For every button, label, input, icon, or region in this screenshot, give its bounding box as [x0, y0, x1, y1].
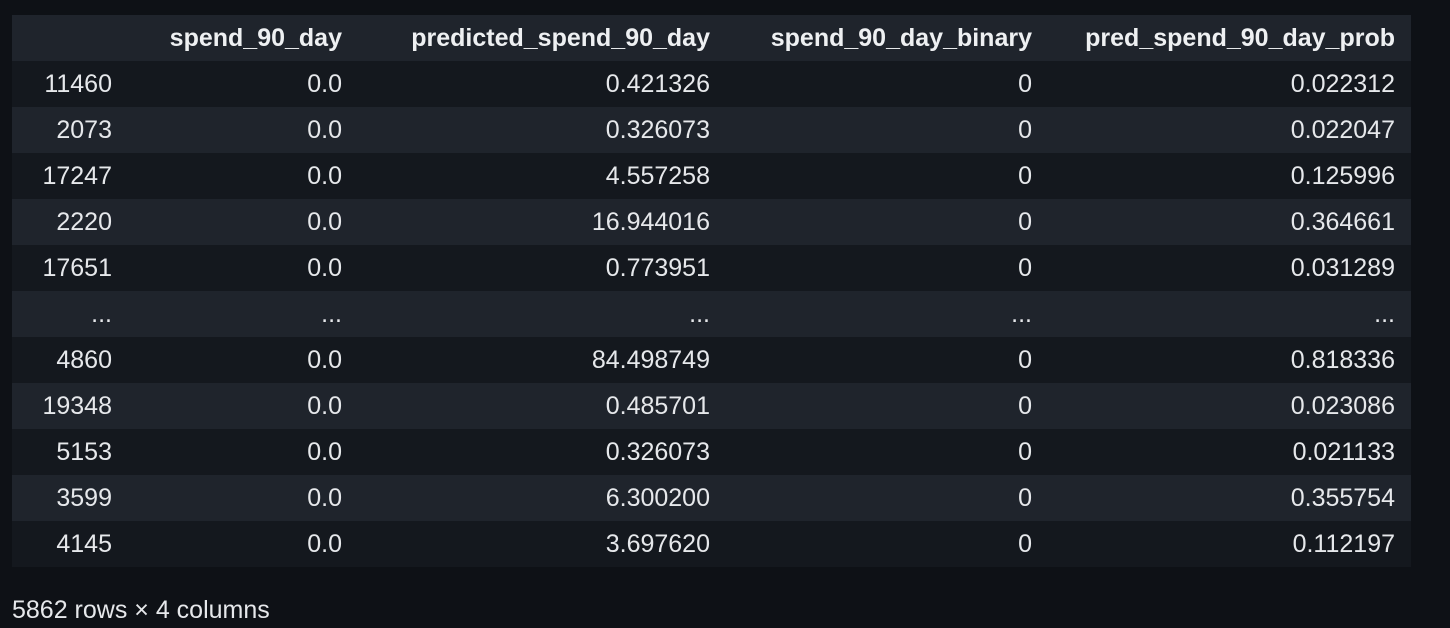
table-cell: ... — [726, 291, 1048, 337]
table-row: 4145 0.0 3.697620 0 0.112197 — [12, 521, 1411, 567]
table-cell: 0 — [726, 521, 1048, 567]
table-cell: 0 — [726, 245, 1048, 291]
table-cell: 0.326073 — [358, 429, 726, 475]
row-index: 5153 — [12, 429, 134, 475]
column-header: pred_spend_90_day_prob — [1048, 15, 1411, 61]
table-cell: 0.0 — [134, 383, 358, 429]
row-index: 2220 — [12, 199, 134, 245]
row-index: 17247 — [12, 153, 134, 199]
table-cell: 0.773951 — [358, 245, 726, 291]
table-cell: 0 — [726, 383, 1048, 429]
row-index: 19348 — [12, 383, 134, 429]
table-cell: 0.0 — [134, 521, 358, 567]
table-header-row: spend_90_day predicted_spend_90_day spen… — [12, 15, 1411, 61]
table-cell: 0.818336 — [1048, 337, 1411, 383]
row-index: ... — [12, 291, 134, 337]
table-cell: 0.326073 — [358, 107, 726, 153]
dataframe-shape-summary: 5862 rows × 4 columns — [12, 596, 270, 624]
table-cell: 0 — [726, 61, 1048, 107]
table-row: 3599 0.0 6.300200 0 0.355754 — [12, 475, 1411, 521]
table-cell: 0.421326 — [358, 61, 726, 107]
table-cell: 0.355754 — [1048, 475, 1411, 521]
table-row: 4860 0.0 84.498749 0 0.818336 — [12, 337, 1411, 383]
table-cell: 0.0 — [134, 107, 358, 153]
table-cell: 0 — [726, 429, 1048, 475]
table-cell: 0.0 — [134, 245, 358, 291]
column-header: predicted_spend_90_day — [358, 15, 726, 61]
dataframe-table: spend_90_day predicted_spend_90_day spen… — [12, 15, 1411, 567]
table-row: 2220 0.0 16.944016 0 0.364661 — [12, 199, 1411, 245]
row-index: 4860 — [12, 337, 134, 383]
table-cell: ... — [134, 291, 358, 337]
table-cell: 0.0 — [134, 429, 358, 475]
table-row: 5153 0.0 0.326073 0 0.021133 — [12, 429, 1411, 475]
table-cell: ... — [358, 291, 726, 337]
table-row: 17247 0.0 4.557258 0 0.125996 — [12, 153, 1411, 199]
table-cell: 4.557258 — [358, 153, 726, 199]
table-cell: 0.125996 — [1048, 153, 1411, 199]
table-cell: 0.023086 — [1048, 383, 1411, 429]
table-cell: 0.0 — [134, 153, 358, 199]
table-cell: 0.485701 — [358, 383, 726, 429]
table-cell: 0 — [726, 199, 1048, 245]
row-index: 4145 — [12, 521, 134, 567]
row-index: 17651 — [12, 245, 134, 291]
table-cell: 16.944016 — [358, 199, 726, 245]
table-cell: 0.022312 — [1048, 61, 1411, 107]
table-row: 11460 0.0 0.421326 0 0.022312 — [12, 61, 1411, 107]
table-cell: 0 — [726, 153, 1048, 199]
row-index: 2073 — [12, 107, 134, 153]
column-header: spend_90_day — [134, 15, 358, 61]
table-cell: 0.031289 — [1048, 245, 1411, 291]
table-cell: ... — [1048, 291, 1411, 337]
table-row: 2073 0.0 0.326073 0 0.022047 — [12, 107, 1411, 153]
table-cell: 0.021133 — [1048, 429, 1411, 475]
table-cell: 3.697620 — [358, 521, 726, 567]
table-cell: 0 — [726, 475, 1048, 521]
row-index: 11460 — [12, 61, 134, 107]
column-header: spend_90_day_binary — [726, 15, 1048, 61]
table-cell: 6.300200 — [358, 475, 726, 521]
table-cell: 0.0 — [134, 199, 358, 245]
table-cell: 0.0 — [134, 475, 358, 521]
table-cell: 84.498749 — [358, 337, 726, 383]
index-header — [12, 15, 134, 61]
table-cell: 0.022047 — [1048, 107, 1411, 153]
table-row: 17651 0.0 0.773951 0 0.031289 — [12, 245, 1411, 291]
table-row-ellipsis: ... ... ... ... ... — [12, 291, 1411, 337]
row-index: 3599 — [12, 475, 134, 521]
table-cell: 0.364661 — [1048, 199, 1411, 245]
table-cell: 0.0 — [134, 61, 358, 107]
table-cell: 0.112197 — [1048, 521, 1411, 567]
table-row: 19348 0.0 0.485701 0 0.023086 — [12, 383, 1411, 429]
table-cell: 0.0 — [134, 337, 358, 383]
table-cell: 0 — [726, 337, 1048, 383]
table-cell: 0 — [726, 107, 1048, 153]
